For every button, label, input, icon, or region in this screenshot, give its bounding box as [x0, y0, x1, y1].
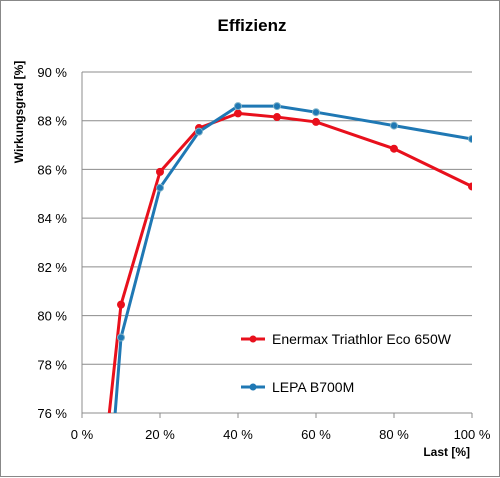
y-tick-label: 88 %: [37, 114, 67, 129]
legend: Enermax Triathlor Eco 650W LEPA B700M: [241, 331, 452, 395]
y-tick-label: 84 %: [37, 211, 67, 226]
legend-label: Enermax Triathlor Eco 650W: [272, 331, 452, 347]
x-tick-label: 40 %: [223, 427, 253, 442]
data-point: [312, 108, 320, 117]
data-point: [312, 117, 320, 126]
y-tick-label: 86 %: [37, 162, 67, 177]
data-point: [273, 102, 281, 111]
x-tick-label: 100 %: [454, 427, 491, 442]
data-point: [156, 183, 164, 192]
x-axis-title: Last [%]: [423, 445, 470, 459]
y-tick-labels: 76 % 78 % 80 % 82 % 84 % 86 % 88 % 90 %: [37, 65, 67, 421]
data-point: [156, 167, 164, 176]
y-axis-title: Wirkungsgrad [%]: [12, 61, 26, 164]
data-point: [468, 182, 472, 191]
data-series: [107, 102, 472, 413]
data-point: [195, 127, 203, 136]
data-point: [390, 121, 398, 130]
legend-swatch-marker: [249, 383, 257, 391]
legend-swatch-marker: [249, 335, 257, 343]
y-tick-label: 76 %: [37, 406, 67, 421]
x-tick-label: 60 %: [301, 427, 331, 442]
y-tick-label: 82 %: [37, 260, 67, 275]
chart-title: Effizienz: [218, 16, 287, 35]
data-point: [234, 102, 242, 111]
data-point: [234, 109, 242, 118]
y-tick-label: 90 %: [37, 65, 67, 80]
data-point: [273, 113, 281, 122]
y-tick-label: 78 %: [37, 357, 67, 372]
y-tick-label: 80 %: [37, 309, 67, 324]
series-line-1: [107, 111, 472, 413]
data-point: [117, 333, 125, 342]
legend-label: LEPA B700M: [272, 379, 354, 395]
x-tick-label: 20 %: [145, 427, 175, 442]
axes: [81, 72, 473, 418]
x-tick-labels: 0 % 20 % 40 % 60 % 80 % 100 %: [71, 427, 491, 442]
data-point: [468, 134, 472, 143]
x-tick-label: 80 %: [379, 427, 409, 442]
series-line-2: [113, 104, 472, 413]
x-tick-label: 0 %: [71, 427, 94, 442]
data-point: [390, 144, 398, 153]
data-point: [117, 300, 125, 309]
